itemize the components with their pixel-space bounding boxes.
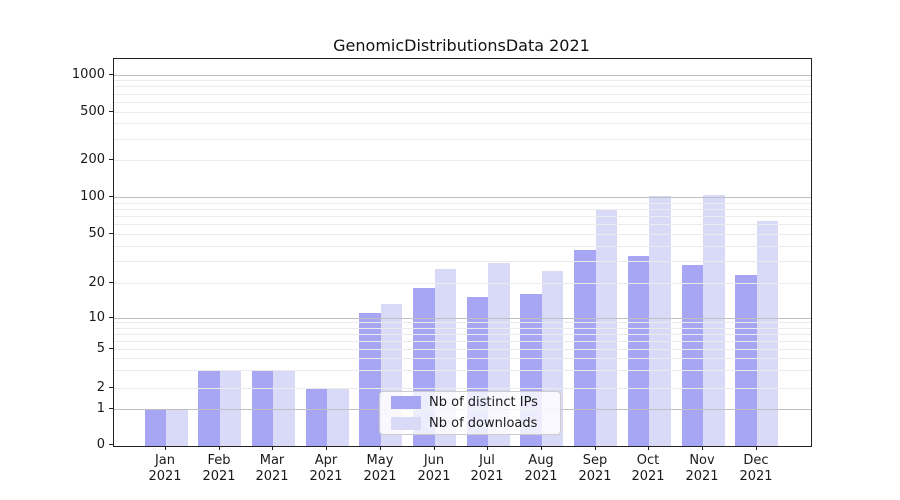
plot-area — [113, 58, 812, 447]
bar-downloads-jan — [166, 408, 188, 446]
bar-distinct-ips-dec — [735, 275, 757, 446]
legend-row-distinct-ips: Nb of distinct IPs — [380, 392, 560, 413]
y-tick-label-50: 50 — [88, 226, 105, 241]
bar-distinct-ips-nov — [681, 264, 703, 446]
x-tick-mark-mar — [272, 446, 273, 450]
x-tick-label-jan: Jan 2021 — [148, 453, 182, 484]
bar-downloads-nov — [703, 195, 725, 446]
bar-downloads-oct — [649, 195, 671, 446]
y-tick-label-500: 500 — [80, 104, 105, 119]
bar-downloads-mar — [273, 370, 295, 446]
y-tick-mark-50 — [109, 233, 113, 234]
x-tick-label-oct: Oct 2021 — [631, 453, 665, 484]
bar-distinct-ips-sep — [574, 250, 596, 446]
x-tick-label-jun: Jun 2021 — [417, 453, 451, 484]
y-tick-mark-2 — [109, 387, 113, 388]
x-tick-mark-may — [380, 446, 381, 450]
x-tick-mark-oct — [648, 446, 649, 450]
bar-distinct-ips-may — [359, 312, 381, 446]
bar-distinct-ips-oct — [627, 256, 650, 446]
y-tick-mark-100 — [109, 196, 113, 197]
y-tick-label-200: 200 — [80, 152, 105, 167]
x-tick-mark-jun — [434, 446, 435, 450]
bar-downloads-feb — [219, 370, 242, 446]
x-tick-mark-apr — [326, 446, 327, 450]
y-tick-label-10: 10 — [88, 310, 105, 325]
y-tick-mark-5 — [109, 348, 113, 349]
y-tick-label-20: 20 — [88, 275, 105, 290]
y-tick-label-1: 1 — [96, 401, 105, 416]
y-tick-label-0: 0 — [96, 437, 105, 452]
legend: Nb of distinct IPs Nb of downloads — [379, 391, 561, 435]
bar-downloads-sep — [595, 208, 618, 446]
chart-title: GenomicDistributionsData 2021 — [333, 36, 590, 55]
x-tick-label-jul: Jul 2021 — [470, 453, 504, 484]
x-tick-mark-jul — [487, 446, 488, 450]
x-tick-label-mar: Mar 2021 — [255, 453, 289, 484]
y-tick-mark-200 — [109, 159, 113, 160]
legend-row-downloads: Nb of downloads — [380, 413, 560, 434]
legend-swatch-distinct-ips — [391, 396, 421, 409]
x-tick-label-sep: Sep 2021 — [578, 453, 612, 484]
x-tick-mark-sep — [595, 446, 596, 450]
y-tick-mark-1 — [109, 408, 113, 409]
x-tick-label-nov: Nov 2021 — [685, 453, 719, 484]
y-tick-label-5: 5 — [96, 341, 105, 356]
y-tick-label-2: 2 — [96, 380, 105, 395]
x-tick-label-aug: Aug 2021 — [524, 453, 558, 484]
y-tick-mark-10 — [109, 317, 113, 318]
y-tick-mark-20 — [109, 282, 113, 283]
y-tick-mark-1000 — [109, 74, 113, 75]
bar-downloads-apr — [327, 387, 349, 446]
x-tick-mark-nov — [702, 446, 703, 450]
y-tick-label-1000: 1000 — [71, 67, 105, 82]
legend-label-downloads: Nb of downloads — [429, 416, 538, 431]
bar-downloads-dec — [756, 220, 779, 446]
bar-distinct-ips-feb — [198, 370, 220, 446]
bars-layer — [114, 59, 811, 446]
legend-swatch-downloads — [391, 417, 421, 430]
legend-label-distinct-ips: Nb of distinct IPs — [429, 395, 538, 410]
x-tick-label-dec: Dec 2021 — [739, 453, 773, 484]
bar-distinct-ips-jan — [144, 408, 166, 446]
x-tick-label-apr: Apr 2021 — [309, 453, 343, 484]
bar-distinct-ips-apr — [305, 387, 328, 446]
y-tick-mark-500 — [109, 111, 113, 112]
x-tick-mark-aug — [541, 446, 542, 450]
x-tick-mark-jan — [165, 446, 166, 450]
x-tick-label-may: May 2021 — [363, 453, 397, 484]
bar-distinct-ips-mar — [251, 370, 274, 446]
x-tick-mark-feb — [219, 446, 220, 450]
y-tick-label-100: 100 — [80, 189, 105, 204]
x-tick-mark-dec — [756, 446, 757, 450]
y-tick-mark-0 — [109, 444, 113, 445]
x-tick-label-feb: Feb 2021 — [202, 453, 236, 484]
